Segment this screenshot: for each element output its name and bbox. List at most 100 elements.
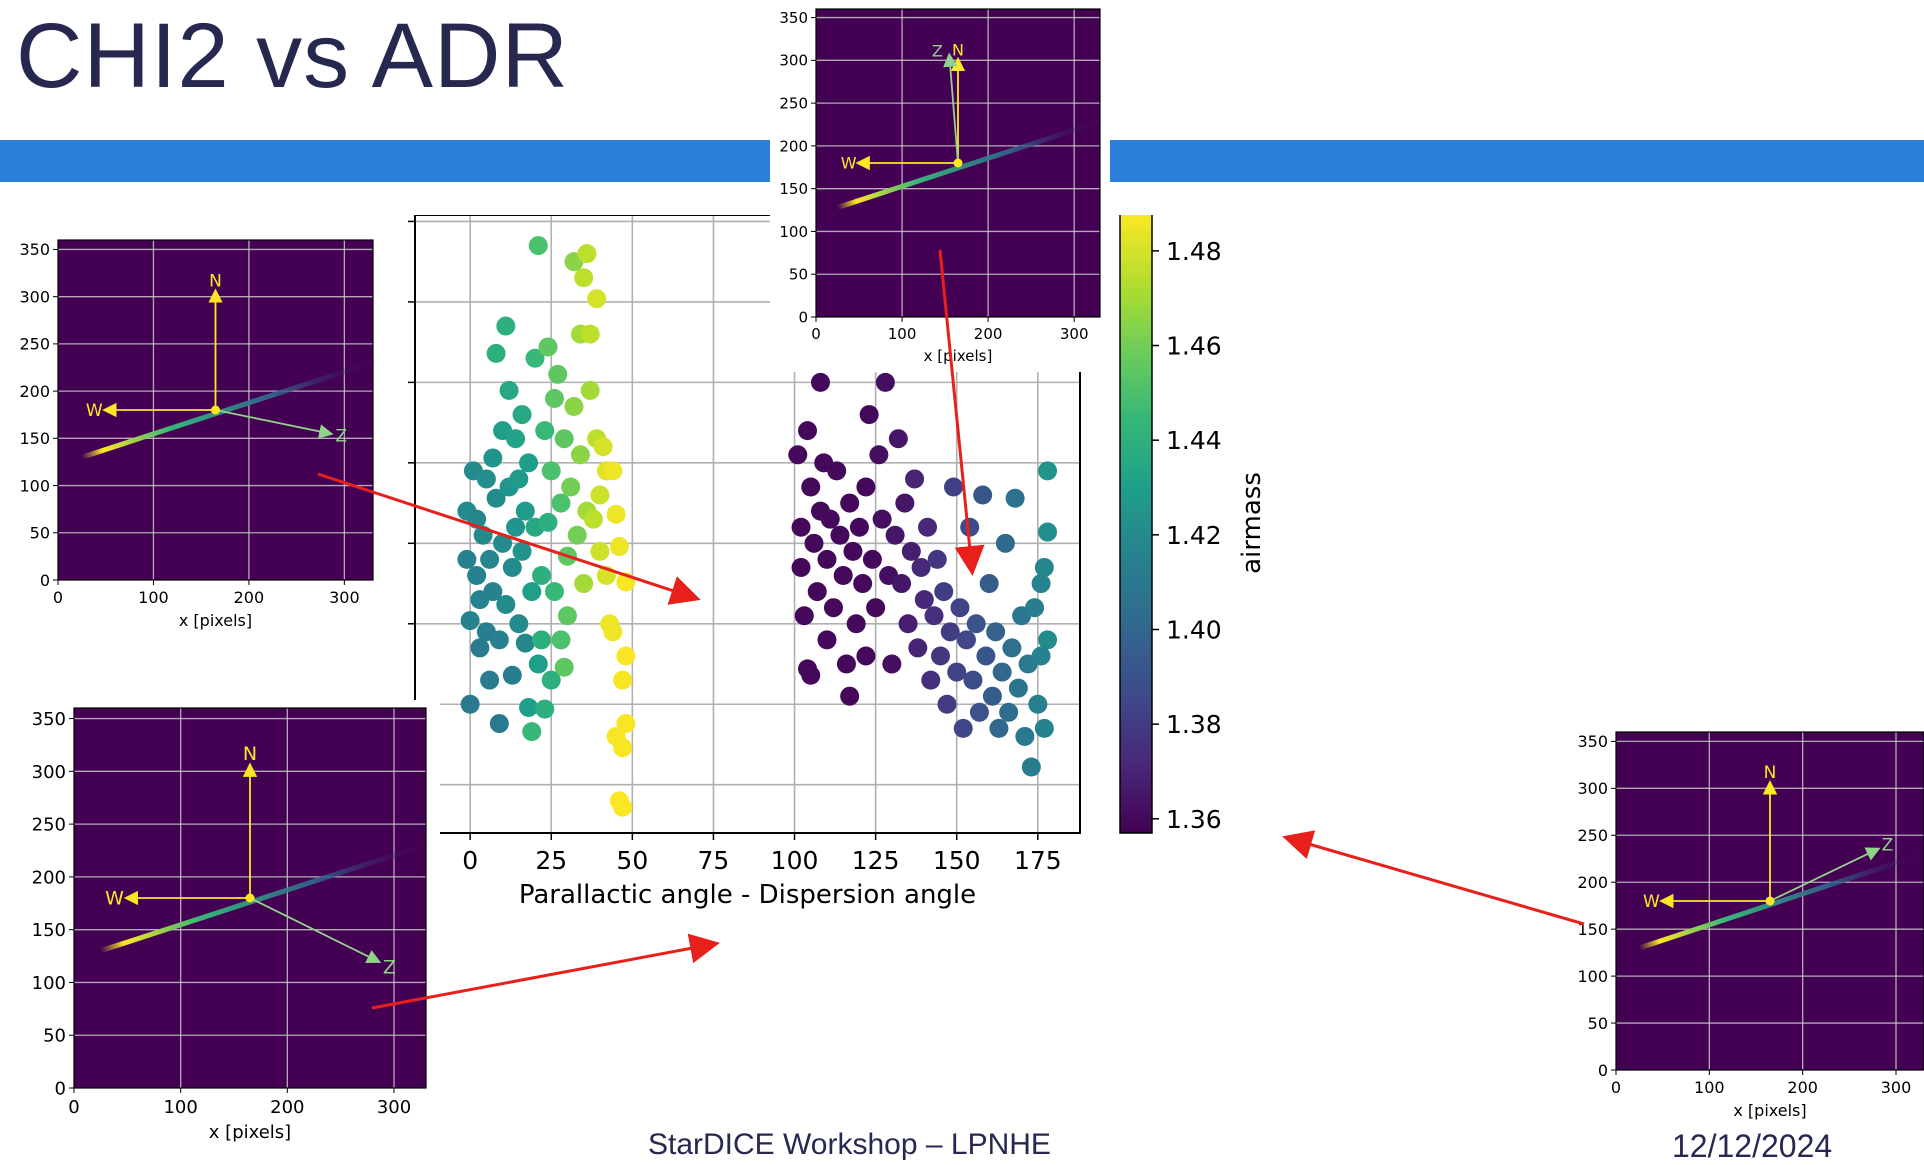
compass-label-z: Z xyxy=(1882,835,1894,855)
data-point xyxy=(976,646,996,666)
data-point xyxy=(986,622,1006,642)
data-point xyxy=(862,549,882,569)
inset-y-tick-label: 0 xyxy=(55,1078,66,1099)
compass-label-w: W xyxy=(105,887,124,909)
inset-y-tick-label: 200 xyxy=(779,137,808,155)
inset-x-axis-label: x [pixels] xyxy=(1733,1101,1806,1120)
data-point xyxy=(798,421,818,441)
inset-x-axis-label: x [pixels] xyxy=(209,1122,291,1143)
inset-right-plot: 0 100 200 300 0 50 100 150 200 250 300 350 N W Zx [pix… xyxy=(1577,731,1924,1120)
inset-y-tick-label: 50 xyxy=(789,266,808,284)
compass-label-z: Z xyxy=(383,956,396,978)
data-point xyxy=(882,654,902,674)
colorbar-tick-label: 1.36 xyxy=(1166,805,1222,834)
data-point xyxy=(538,512,558,532)
data-point xyxy=(982,686,1002,706)
data-point xyxy=(544,388,564,408)
data-point xyxy=(467,566,487,585)
data-point xyxy=(966,614,986,634)
data-point xyxy=(528,236,548,256)
data-point xyxy=(499,380,519,400)
inset-x-tick-label: 100 xyxy=(138,588,169,607)
data-point xyxy=(1031,574,1051,594)
data-point xyxy=(1034,718,1054,738)
data-point xyxy=(1038,461,1058,481)
inset-y-tick-label: 200 xyxy=(19,382,50,401)
data-point xyxy=(538,337,558,357)
data-point xyxy=(473,525,493,545)
data-point xyxy=(564,397,584,417)
x-tick-label: 100 xyxy=(771,846,819,875)
data-point xyxy=(613,797,633,817)
data-point xyxy=(554,657,574,677)
x-tick-label: 25 xyxy=(535,846,567,875)
data-point xyxy=(931,646,951,666)
data-point xyxy=(554,429,574,449)
inset-x-tick-label: 300 xyxy=(329,588,360,607)
data-point xyxy=(551,493,571,513)
compass-label-z: Z xyxy=(335,427,347,447)
data-point xyxy=(1008,678,1028,698)
inset-x-tick-label: 200 xyxy=(270,1097,304,1118)
data-point xyxy=(940,622,960,642)
data-point xyxy=(817,630,837,650)
x-tick-label: 0 xyxy=(462,846,478,875)
inset-x-tick-label: 200 xyxy=(234,588,265,607)
x-tick-label: 50 xyxy=(616,846,648,875)
data-point xyxy=(480,670,500,690)
data-point xyxy=(960,517,980,537)
data-point xyxy=(502,557,522,577)
inset-y-tick-label: 100 xyxy=(32,973,66,994)
inset-x-tick-label: 100 xyxy=(888,325,917,343)
data-point xyxy=(535,421,555,441)
data-point xyxy=(502,665,522,685)
data-point xyxy=(522,582,542,602)
y-tick-label: 15 xyxy=(400,610,401,639)
inset-y-tick-label: 100 xyxy=(779,223,808,241)
data-point xyxy=(603,622,623,642)
data-point xyxy=(486,343,506,363)
data-point xyxy=(1031,646,1051,666)
data-point xyxy=(496,316,516,336)
data-point xyxy=(557,546,577,566)
data-point xyxy=(561,477,581,497)
data-point xyxy=(590,541,610,561)
data-point xyxy=(603,461,623,481)
data-point xyxy=(840,493,860,513)
data-point xyxy=(509,614,529,634)
data-point xyxy=(934,582,954,602)
inset-y-tick-label: 250 xyxy=(779,95,808,113)
data-point xyxy=(830,525,850,545)
colorbar-tick-label: 1.38 xyxy=(1166,710,1222,739)
data-point xyxy=(519,697,539,717)
data-point xyxy=(989,718,1009,738)
data-point xyxy=(574,574,594,594)
compass-center xyxy=(1765,896,1775,906)
y-tick-label: 40 xyxy=(400,215,401,236)
x-tick-label: 150 xyxy=(933,846,981,875)
x-axis-label: Parallactic angle - Dispersion angle xyxy=(519,880,976,910)
data-point xyxy=(470,638,490,658)
colorbar-tick-label: 1.40 xyxy=(1166,615,1222,644)
compass-arrow-z xyxy=(249,897,382,963)
compass-label-n: N xyxy=(209,271,222,291)
compass-label-w: W xyxy=(1643,892,1660,912)
data-point xyxy=(613,738,633,758)
data-point xyxy=(947,662,967,682)
colorbar xyxy=(1119,215,1153,834)
colorbar-tick-label: 1.44 xyxy=(1166,426,1222,455)
data-point xyxy=(616,714,636,734)
x-tick-label: 175 xyxy=(1014,846,1062,875)
data-point xyxy=(849,517,869,537)
data-point xyxy=(853,574,873,594)
data-point xyxy=(943,477,963,497)
compass-center xyxy=(211,405,220,415)
data-point xyxy=(590,485,610,505)
inset-y-tick-label: 250 xyxy=(32,815,66,836)
inset-y-tick-label: 150 xyxy=(32,920,66,941)
data-point xyxy=(918,517,938,537)
compass-label-n: N xyxy=(243,743,257,765)
inset-x-tick-label: 300 xyxy=(1060,325,1089,343)
data-point xyxy=(616,572,636,592)
